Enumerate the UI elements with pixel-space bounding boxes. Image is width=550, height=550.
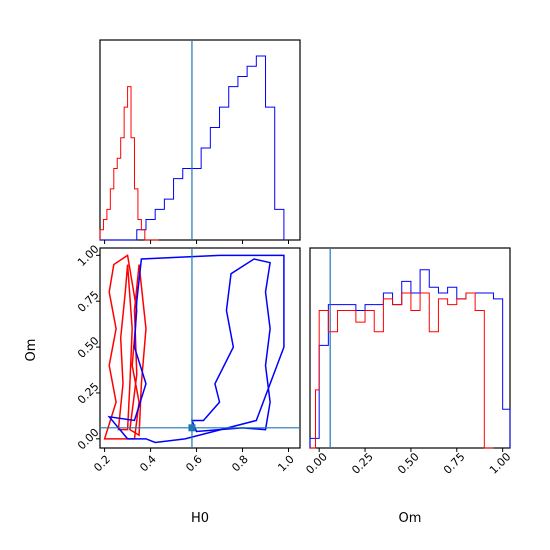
om-x-tick-label: 0.75 — [441, 450, 468, 477]
contour-blue-0 — [107, 254, 285, 444]
panel-om-histogram: 0.00 0.25 0.50 0.75 1.00 — [303, 247, 514, 477]
h0-x-tick-label: 0.4 — [137, 453, 159, 475]
truth-marker — [188, 424, 196, 432]
om-x-tick-label: 1.00 — [487, 450, 514, 477]
panel-h0-frame — [99, 39, 301, 241]
contour-red-1 — [117, 264, 133, 431]
x-axis-label-om: Om — [399, 511, 422, 526]
om-x-tick-label: 0.00 — [303, 450, 330, 477]
h0-x-tick-label: 0.2 — [91, 453, 113, 475]
x-axis-label-h0: H0 — [191, 511, 209, 526]
panel-om-frame — [309, 247, 511, 449]
h0-x-tick-label: 1.0 — [275, 453, 297, 475]
contour-blue-1 — [190, 258, 271, 433]
h0-x-tick-label: 0.6 — [183, 453, 205, 475]
om-hist-blue — [309, 269, 511, 448]
h0-hist-red — [99, 86, 159, 241]
om-x-tick-label: 0.50 — [395, 450, 422, 477]
panel-2d-frame — [99, 247, 301, 449]
h0-x-tick-label: 0.8 — [229, 453, 251, 475]
om-hist-red — [310, 292, 494, 449]
om-x-tick-label: 0.25 — [349, 450, 376, 477]
h0-hist-blue — [100, 55, 285, 241]
contour-red-2 — [129, 264, 147, 437]
panel-h0-om-contour: 0.2 0.4 0.6 0.8 1.00.000.250.500.751.00 — [75, 242, 301, 475]
panel-h0-histogram — [99, 39, 301, 244]
y-axis-label-om: Om — [24, 339, 39, 362]
